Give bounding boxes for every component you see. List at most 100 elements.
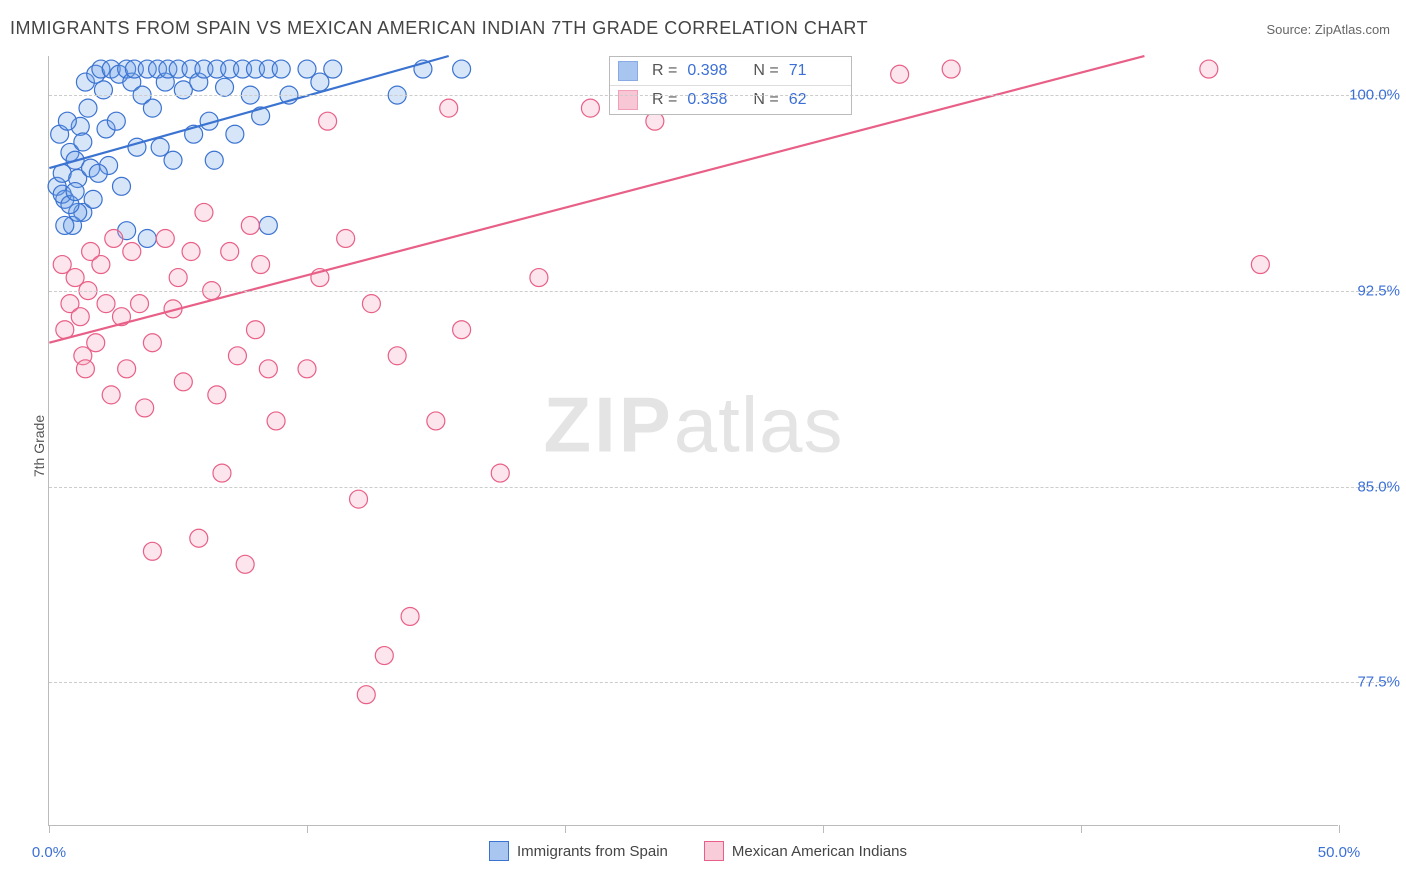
scatter-point <box>388 347 406 365</box>
scatter-point <box>105 229 123 247</box>
scatter-point <box>581 99 599 117</box>
scatter-point <box>94 81 112 99</box>
scatter-point <box>298 360 316 378</box>
scatter-point <box>84 190 102 208</box>
n-value-2: 62 <box>789 91 841 109</box>
scatter-point <box>226 125 244 143</box>
scatter-svg <box>49 56 1338 825</box>
scatter-point <box>453 60 471 78</box>
x-tick <box>307 825 308 833</box>
correlation-legend: R = 0.398 N = 71 R = 0.358 N = 62 <box>609 56 852 115</box>
gridline <box>49 95 1389 96</box>
scatter-point <box>272 60 290 78</box>
scatter-point <box>123 243 141 261</box>
legend-bottom-swatch-1 <box>489 841 509 861</box>
scatter-point <box>440 99 458 117</box>
scatter-point <box>195 203 213 221</box>
scatter-point <box>1251 256 1269 274</box>
scatter-point <box>1200 60 1218 78</box>
scatter-point <box>362 295 380 313</box>
scatter-point <box>89 164 107 182</box>
series-legend: Immigrants from Spain Mexican American I… <box>489 841 907 861</box>
legend-bottom-swatch-2 <box>704 841 724 861</box>
scatter-point <box>182 243 200 261</box>
scatter-point <box>58 112 76 130</box>
scatter-point <box>491 464 509 482</box>
r-value-1: 0.398 <box>687 62 739 80</box>
gridline <box>49 487 1389 488</box>
scatter-point <box>143 99 161 117</box>
scatter-point <box>324 60 342 78</box>
scatter-point <box>259 360 277 378</box>
x-tick <box>49 825 50 833</box>
scatter-point <box>453 321 471 339</box>
scatter-point <box>87 334 105 352</box>
y-tick-label: 92.5% <box>1357 282 1400 299</box>
legend-swatch-1 <box>618 61 638 81</box>
scatter-point <box>942 60 960 78</box>
scatter-point <box>92 256 110 274</box>
scatter-point <box>174 373 192 391</box>
scatter-point <box>71 308 89 326</box>
y-tick-label: 100.0% <box>1349 87 1400 104</box>
r-label: R = <box>652 91 677 109</box>
scatter-point <box>216 78 234 96</box>
scatter-point <box>118 360 136 378</box>
scatter-point <box>375 647 393 665</box>
scatter-point <box>169 269 187 287</box>
scatter-point <box>267 412 285 430</box>
legend-row-series-2: R = 0.358 N = 62 <box>610 85 851 114</box>
legend-item-1: Immigrants from Spain <box>489 841 668 861</box>
scatter-point <box>112 177 130 195</box>
y-tick-label: 77.5% <box>1357 674 1400 691</box>
x-tick-label: 0.0% <box>32 844 66 861</box>
scatter-point <box>143 334 161 352</box>
x-tick <box>823 825 824 833</box>
legend-swatch-2 <box>618 90 638 110</box>
scatter-point <box>143 542 161 560</box>
scatter-point <box>97 295 115 313</box>
y-tick-label: 85.0% <box>1357 478 1400 495</box>
chart-title: IMMIGRANTS FROM SPAIN VS MEXICAN AMERICA… <box>10 18 868 39</box>
x-tick-label: 50.0% <box>1318 844 1361 861</box>
scatter-point <box>401 607 419 625</box>
n-label: N = <box>753 62 778 80</box>
source-attribution: Source: ZipAtlas.com <box>1266 22 1390 37</box>
scatter-point <box>213 464 231 482</box>
x-tick <box>1081 825 1082 833</box>
scatter-point <box>337 229 355 247</box>
scatter-point <box>156 229 174 247</box>
scatter-point <box>56 216 74 234</box>
scatter-point <box>236 555 254 573</box>
legend-row-series-1: R = 0.398 N = 71 <box>610 57 851 85</box>
n-label: N = <box>753 91 778 109</box>
gridline <box>49 682 1389 683</box>
scatter-point <box>246 321 264 339</box>
trend-line <box>49 56 1144 343</box>
scatter-point <box>66 183 84 201</box>
r-label: R = <box>652 62 677 80</box>
scatter-point <box>241 216 259 234</box>
legend-bottom-label-2: Mexican American Indians <box>732 843 907 860</box>
scatter-point <box>79 99 97 117</box>
legend-item-2: Mexican American Indians <box>704 841 907 861</box>
r-value-2: 0.358 <box>687 91 739 109</box>
scatter-point <box>221 243 239 261</box>
legend-bottom-label-1: Immigrants from Spain <box>517 843 668 860</box>
n-value-1: 71 <box>789 62 841 80</box>
scatter-point <box>205 151 223 169</box>
scatter-point <box>107 112 125 130</box>
scatter-point <box>136 399 154 417</box>
scatter-point <box>131 295 149 313</box>
plot-area: ZIPatlas R = 0.398 N = 71 R = 0.358 N = … <box>48 56 1338 826</box>
scatter-point <box>228 347 246 365</box>
gridline <box>49 291 1389 292</box>
scatter-point <box>319 112 337 130</box>
scatter-point <box>357 686 375 704</box>
scatter-point <box>891 65 909 83</box>
scatter-point <box>252 256 270 274</box>
scatter-point <box>259 216 277 234</box>
x-tick <box>1339 825 1340 833</box>
scatter-point <box>76 360 94 378</box>
scatter-point <box>350 490 368 508</box>
